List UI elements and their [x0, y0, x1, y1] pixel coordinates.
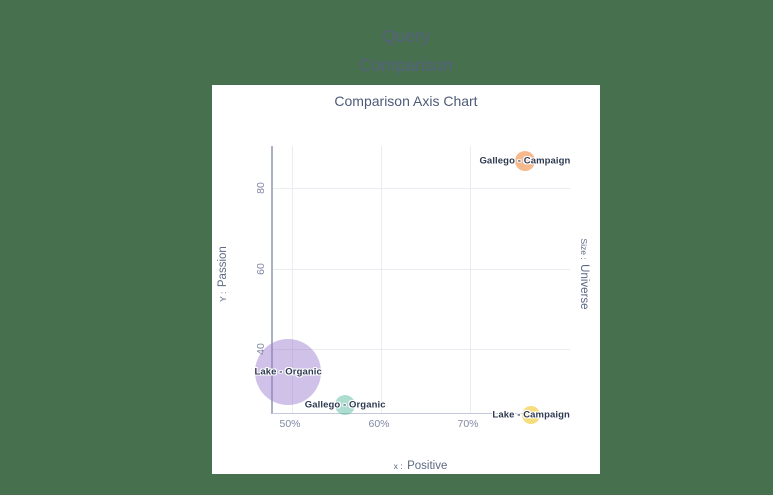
x-axis-label: Positive: [407, 460, 448, 472]
x-axis-prefix: x :: [393, 461, 403, 471]
y-gridline: [273, 188, 570, 189]
y-axis-title: Y : Passion: [213, 246, 231, 302]
page-title: Query Comparison: [212, 22, 600, 80]
chart-bubble[interactable]: [255, 339, 322, 406]
y-axis-label: Passion: [217, 246, 229, 288]
x-gridline: [470, 146, 471, 413]
chart-bubble[interactable]: [522, 406, 541, 424]
point-label[interactable]: Lake - Campaign: [492, 409, 570, 421]
chart-title: Comparison Axis Chart: [334, 93, 478, 109]
page-title-text: Query Comparison: [358, 26, 454, 75]
x-tick-label: 70%: [457, 418, 479, 430]
size-axis-label: Universe: [578, 264, 590, 310]
x-tick-label: 50%: [279, 418, 301, 430]
chart-bubble[interactable]: [514, 151, 535, 172]
y-axis-prefix: Y :: [218, 291, 228, 302]
point-label[interactable]: Gallego - Campaign: [479, 155, 571, 167]
x-gridline: [292, 146, 293, 413]
size-axis-prefix: Size :: [579, 238, 589, 260]
chart-bubble[interactable]: [335, 394, 356, 415]
size-axis-title: Size : Universe: [576, 238, 594, 309]
plot-area: [271, 146, 570, 414]
point-label[interactable]: Gallego - Organic: [304, 399, 386, 411]
x-axis-title: x : Positive: [271, 456, 570, 474]
y-gridline: [273, 349, 570, 350]
point-label[interactable]: Lake - Organic: [254, 366, 322, 378]
x-gridline: [381, 146, 382, 413]
y-tick-label: 80: [255, 182, 267, 194]
x-tick-label: 60%: [368, 418, 390, 430]
y-tick-label: 60: [255, 262, 267, 275]
y-gridline: [273, 268, 570, 270]
